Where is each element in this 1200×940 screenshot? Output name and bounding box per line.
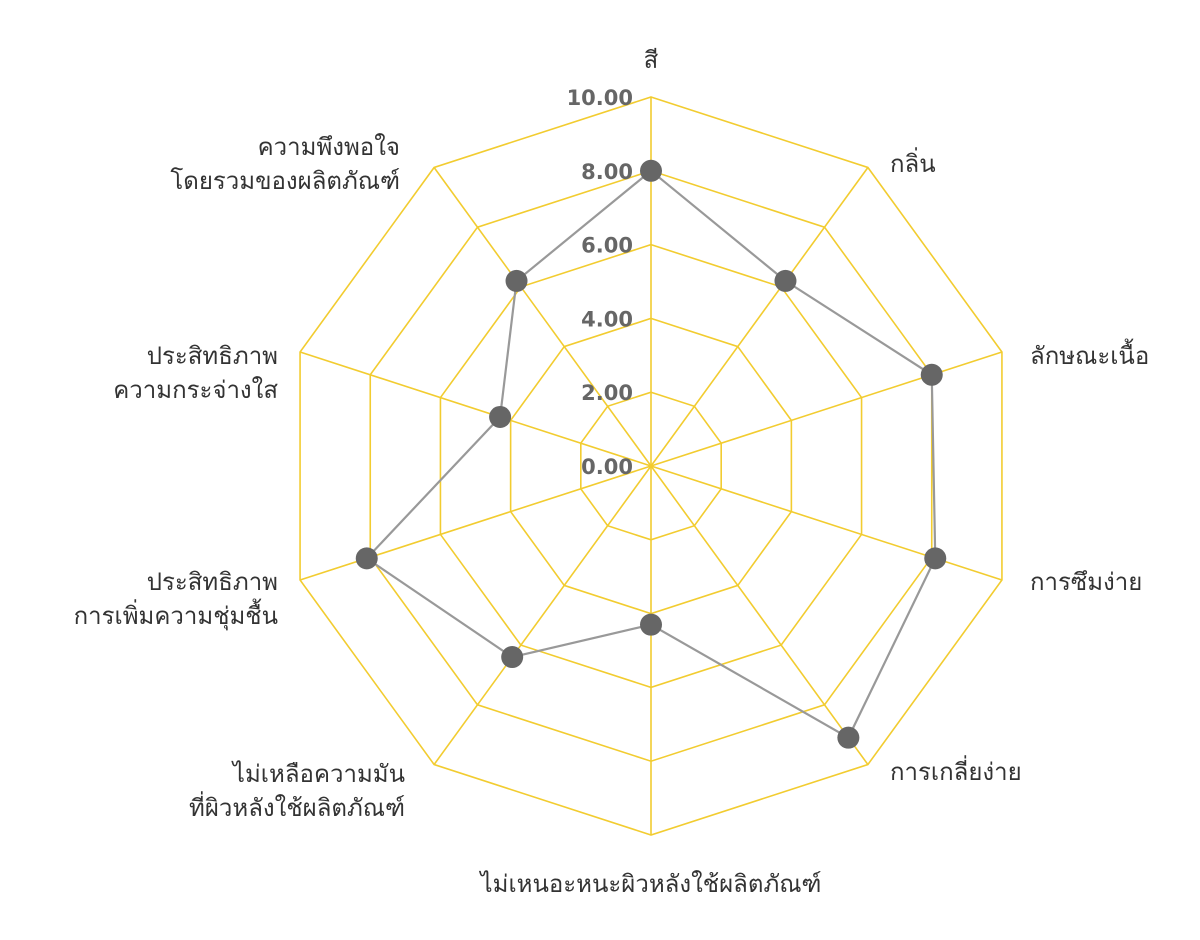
data-point — [920, 363, 943, 386]
category-label: ไม่เหนอะหนะผิวหลังใช้ผลิตภัณฑ์ — [479, 870, 822, 898]
data-point — [489, 405, 512, 428]
category-label-line: โดยรวมของผลิตภัณฑ์ — [170, 167, 400, 195]
tick-label: 8.00 — [581, 160, 633, 184]
grid-spoke — [299, 351, 652, 467]
category-label-line: ความกระจ่างใส — [113, 376, 278, 404]
category-label-line: การเพิ่มความชุ่มชื้น — [74, 598, 278, 631]
data-point — [355, 547, 378, 570]
tick-label: 6.00 — [581, 234, 633, 258]
category-label-line: ลักษณะเนื้อ — [1030, 338, 1149, 370]
category-label: สี — [644, 46, 659, 74]
tick-label: 2.00 — [581, 381, 633, 405]
category-label-line: ประสิทธิภาพ — [147, 568, 278, 596]
category-label-line: ไม่เหนอะหนะผิวหลังใช้ผลิตภัณฑ์ — [479, 870, 822, 898]
category-label: ประสิทธิภาพความกระจ่างใส — [113, 342, 278, 404]
data-point — [501, 646, 524, 669]
data-point — [640, 613, 662, 636]
grid-spoke — [650, 351, 1003, 467]
category-label-line: ที่ผิวหลังใช้ผลิตภัณฑ์ — [189, 791, 405, 822]
grid-spoke — [299, 465, 652, 581]
category-label-line: กลิ่น — [890, 147, 936, 178]
tick-label: 4.00 — [581, 307, 633, 331]
category-label: ไม่เหลือความมันที่ผิวหลังใช้ผลิตภัณฑ์ — [189, 760, 405, 822]
grid-spoke — [650, 465, 1003, 581]
grid-spoke — [433, 465, 652, 765]
category-label-line: ประสิทธิภาพ — [147, 342, 278, 370]
grid-spoke — [650, 167, 869, 467]
data-point — [837, 726, 860, 749]
category-label-line: การเกลี่ยง่าย — [890, 755, 1022, 786]
data-point — [774, 269, 797, 292]
category-label-line: สี — [644, 46, 659, 74]
category-label: ลักษณะเนื้อ — [1030, 338, 1149, 370]
tick-label: 0.00 — [581, 455, 633, 479]
category-label: การเกลี่ยง่าย — [890, 755, 1022, 786]
category-label: ความพึงพอใจโดยรวมของผลิตภัณฑ์ — [170, 133, 400, 195]
category-label-line: ความพึงพอใจ — [258, 133, 400, 161]
data-point — [640, 159, 662, 182]
category-label-line: การซึมง่าย — [1030, 568, 1142, 596]
data-point — [505, 269, 528, 292]
category-label: กลิ่น — [890, 147, 936, 178]
category-label-line: ไม่เหลือความมัน — [231, 760, 405, 788]
data-point — [924, 547, 947, 570]
category-label: ประสิทธิภาพการเพิ่มความชุ่มชื้น — [74, 568, 278, 631]
category-label: การซึมง่าย — [1030, 568, 1142, 596]
grid-spoke — [433, 167, 652, 467]
tick-label: 10.00 — [567, 86, 633, 110]
grid-spoke — [650, 465, 869, 765]
